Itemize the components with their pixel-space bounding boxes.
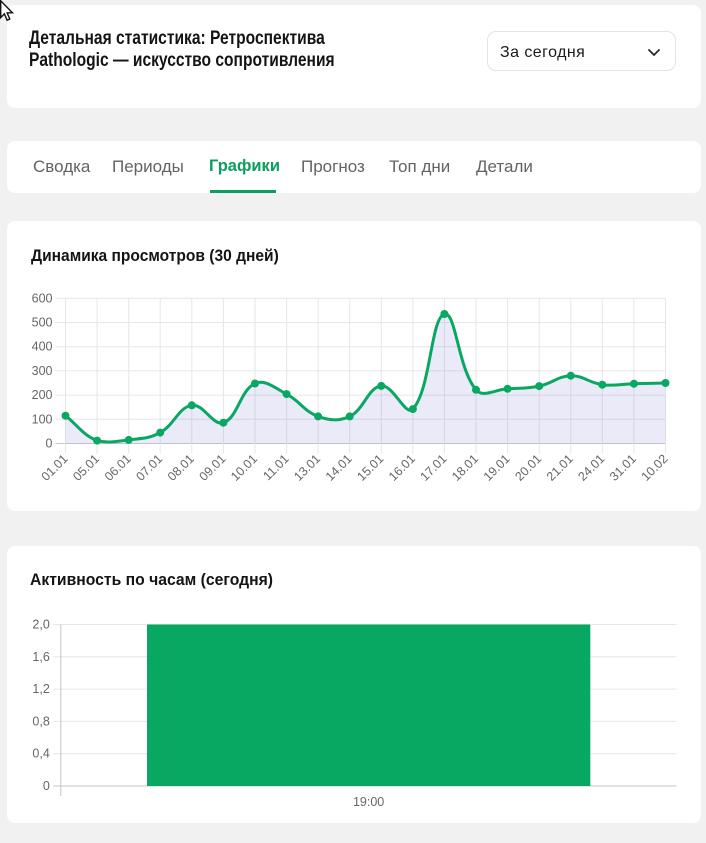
svg-text:18.01: 18.01 [449,452,481,484]
svg-text:31.01: 31.01 [607,452,639,484]
svg-text:01.01: 01.01 [39,452,71,484]
svg-text:08.01: 08.01 [165,452,197,484]
svg-text:0,8: 0,8 [32,714,49,728]
svg-text:10.01: 10.01 [228,452,260,484]
svg-text:200: 200 [32,388,53,402]
svg-text:10.02: 10.02 [639,452,671,484]
svg-text:1,6: 1,6 [32,650,49,664]
svg-text:13.01: 13.01 [291,452,323,484]
svg-text:16.01: 16.01 [386,452,418,484]
svg-text:09.01: 09.01 [197,452,229,484]
svg-text:600: 600 [32,291,53,305]
svg-text:19:00: 19:00 [353,795,384,809]
svg-text:0: 0 [46,437,53,451]
svg-text:24.01: 24.01 [575,452,607,484]
svg-text:20.01: 20.01 [512,452,544,484]
svg-text:100: 100 [32,412,53,426]
svg-text:14.01: 14.01 [323,452,355,484]
svg-text:1,2: 1,2 [32,682,49,696]
svg-text:06.01: 06.01 [102,452,134,484]
svg-text:19.01: 19.01 [481,452,513,484]
svg-text:500: 500 [32,316,53,330]
svg-text:400: 400 [32,340,53,354]
svg-text:07.01: 07.01 [133,452,165,484]
svg-text:21.01: 21.01 [544,452,576,484]
svg-text:05.01: 05.01 [70,452,102,484]
svg-text:0: 0 [43,779,50,793]
svg-text:17.01: 17.01 [418,452,450,484]
svg-text:0,4: 0,4 [32,747,49,761]
svg-text:15.01: 15.01 [354,452,386,484]
svg-text:300: 300 [32,364,53,378]
svg-text:2,0: 2,0 [32,618,49,632]
svg-text:11.01: 11.01 [260,452,291,483]
